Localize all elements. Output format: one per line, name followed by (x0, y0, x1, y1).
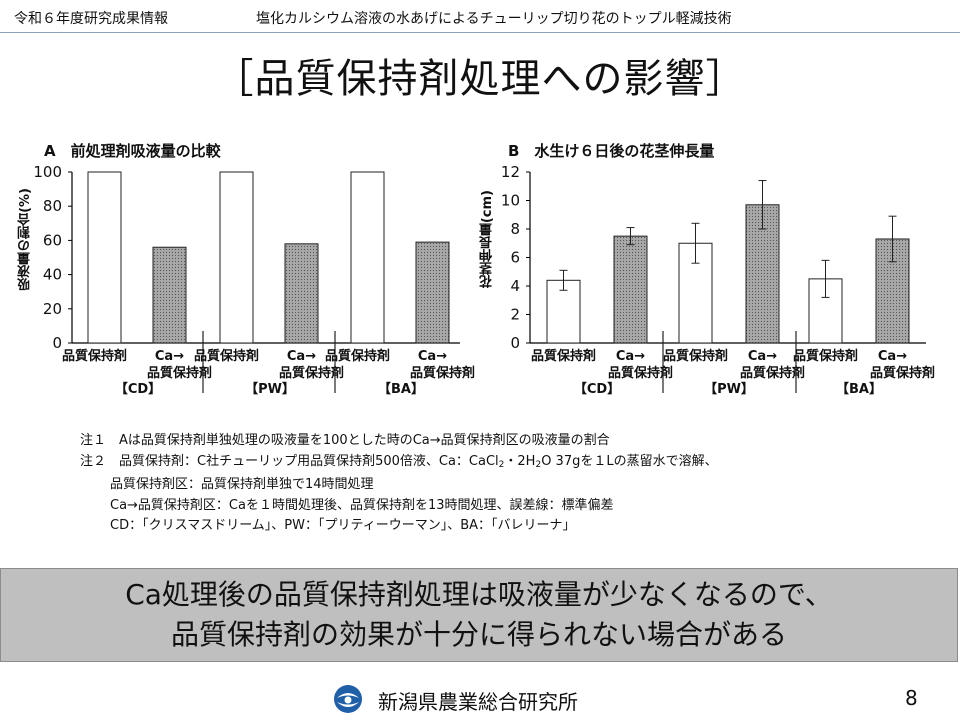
chart-a-title: A 前処理剤吸液量の比較 (44, 142, 221, 160)
note-3: 品質保持剤区：品質保持剤単独で14時間処理 (110, 477, 374, 492)
conclusion-line-1: Ca処理後の品質保持剤処理は吸液量が少なくなるので、 (125, 578, 833, 611)
y-tick-label: 100 (33, 163, 62, 181)
group-label: 【PW】 (245, 381, 295, 397)
group-label: 【BA】 (836, 381, 882, 397)
group-label: 【BA】 (378, 381, 424, 397)
header-date-label: 令和６年度研究成果情報 (14, 11, 168, 27)
conclusion-line-2: 品質保持剤の効果が十分に得られない場合がある (170, 618, 787, 651)
chart-b: B 水生け６日後の花茎伸長量 花茎伸長量(cm) 0 2 4 6 8 10 12 品質保持剤 C… (478, 140, 948, 410)
bar (350, 171, 385, 344)
y-tick-label: 40 (43, 266, 62, 284)
y-tick-label: 10 (501, 192, 520, 210)
bar (613, 235, 648, 344)
note-2: 注２ 品質保持剤：C社チューリップ用品質保持剤500倍液、Ca：CaCl2・2H… (80, 453, 718, 470)
y-tick-label: 20 (43, 300, 62, 318)
bar (219, 171, 254, 344)
bar-label: Ca→ (155, 349, 184, 364)
bar-label: 品質保持剤 (325, 348, 390, 364)
y-tick-label: 80 (43, 197, 62, 215)
bar-label: Ca→ (287, 349, 316, 364)
bar-label: Ca→ (878, 349, 907, 364)
group-label: 【CD】 (115, 381, 161, 397)
y-tick-label: 12 (501, 163, 520, 181)
bar-label: Ca→ (748, 349, 777, 364)
bar-label: 品質保持剤 (62, 348, 127, 364)
page-number: 8 (905, 686, 918, 710)
note-4: Ca→品質保持剤区：Caを１時間処理後、品質保持剤を13時間処理、誤差線：標準偏… (110, 497, 614, 513)
bar-label: 品質保持剤 (194, 348, 259, 364)
bar-label: 品質保持剤 (740, 365, 805, 381)
org-name: 新潟県農業総合研究所 (378, 690, 578, 714)
bar-label: Ca→ (418, 349, 447, 364)
header-divider (0, 32, 960, 33)
y-tick-label: 60 (43, 231, 62, 249)
bar-label: 品質保持剤 (608, 365, 673, 381)
notes: 注１ Aは品質保持剤単独処理の吸液量を100とした時のCa→品質保持剤区の吸液量… (80, 431, 718, 537)
chart-a: A 前処理剤吸液量の比較 吸液量の割合(%) 0 20 40 60 80 100 品質保持剤… (0, 140, 475, 410)
bar-label: 品質保持剤 (279, 365, 344, 381)
header: 令和６年度研究成果情報 塩化カルシウム溶液の水あげによるチューリップ切り花のトッ… (0, 0, 960, 33)
bar (87, 171, 122, 344)
y-tick-label: 8 (510, 220, 520, 238)
note-1: 注１ Aは品質保持剤単独処理の吸液量を100とした時のCa→品質保持剤区の吸液量… (80, 433, 610, 448)
bar-label: 品質保持剤 (147, 365, 212, 381)
bar-label: Ca→ (616, 349, 645, 364)
y-tick-label: 2 (510, 306, 520, 324)
conclusion-box: Ca処理後の品質保持剤処理は吸液量が少なくなるので、 品質保持剤の効果が十分に得… (0, 568, 958, 662)
slide-title: ［品質保持剤処理への影響］ (213, 56, 747, 102)
group-label: 【CD】 (574, 381, 620, 397)
group-label: 【PW】 (704, 381, 754, 397)
bar (152, 246, 187, 344)
y-tick-label: 0 (52, 334, 62, 352)
bar-label: 品質保持剤 (870, 365, 935, 381)
bar (415, 241, 450, 344)
bar-label: 品質保持剤 (410, 365, 475, 381)
y-tick-label: 0 (510, 334, 520, 352)
bar-label: 品質保持剤 (793, 348, 858, 364)
bar (284, 243, 319, 344)
y-tick-label: 6 (510, 249, 520, 267)
prefecture-logo-icon (334, 685, 362, 713)
note-5: CD：「クリスマスドリーム」、PW：「プリティーウーマン」、BA：「バレリーナ」 (110, 518, 576, 533)
chart-b-title: B 水生け６日後の花茎伸長量 (508, 142, 715, 160)
bar-label: 品質保持剤 (663, 348, 728, 364)
header-topic-label: 塩化カルシウム溶液の水あげによるチューリップ切り花のトップル軽減技術 (256, 11, 732, 27)
bar-label: 品質保持剤 (531, 348, 596, 364)
y-tick-label: 4 (510, 277, 520, 295)
